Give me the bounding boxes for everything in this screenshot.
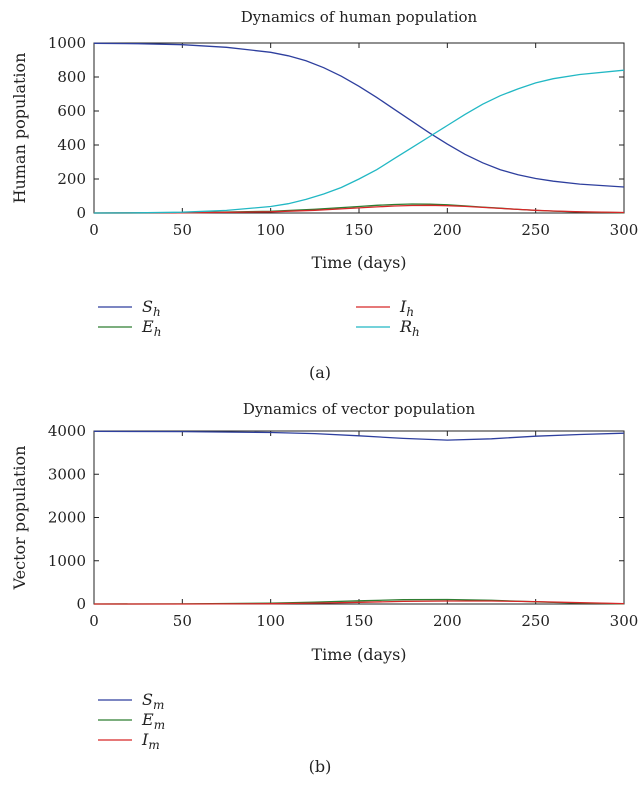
y-tick-label: 0: [76, 595, 86, 613]
y-tick-label: 3000: [48, 465, 86, 483]
y-tick-label: 2000: [48, 509, 86, 527]
legend-label: Em: [141, 710, 165, 732]
series-line-sh: [93, 42, 625, 188]
series-line-ih: [93, 204, 625, 214]
x-tick-label: 0: [89, 612, 99, 630]
y-axis-label: Vector population: [10, 446, 29, 591]
series-line-sm: [93, 430, 625, 441]
x-tick-label: 100: [256, 612, 285, 630]
legend-label: Im: [141, 730, 160, 752]
y-tick-label: 1000: [48, 552, 86, 570]
x-tick-label: 300: [610, 612, 638, 630]
legend-label: Sm: [142, 690, 164, 712]
legend-label: Rh: [399, 317, 420, 339]
x-tick-label: 250: [521, 612, 550, 630]
y-tick-label: 400: [57, 136, 86, 154]
y-axis-label: Human population: [10, 53, 29, 204]
y-tick-label: 800: [57, 68, 86, 86]
legend-label: Eh: [141, 317, 161, 339]
y-tick-label: 0: [76, 204, 86, 222]
x-tick-label: 300: [610, 221, 638, 239]
y-tick-label: 1000: [48, 34, 86, 52]
y-tick-label: 600: [57, 102, 86, 120]
plot-frame: [93, 430, 625, 605]
panel-label: (b): [309, 757, 332, 776]
chart-title: Dynamics of human population: [241, 8, 478, 26]
x-tick-label: 50: [173, 612, 192, 630]
x-axis-label: Time (days): [311, 253, 406, 272]
chart-panel-a: Dynamics of human population 0 50 100 150 200…: [10, 8, 638, 382]
series-line-rh: [93, 69, 625, 214]
x-tick-label: 100: [256, 221, 285, 239]
x-tick-label: 50: [173, 221, 192, 239]
series-line-im: [94, 600, 625, 605]
x-tick-label: 250: [521, 221, 550, 239]
legend-label: Ih: [399, 297, 414, 319]
plot-frame: [93, 42, 625, 214]
panel-label: (a): [309, 363, 331, 382]
legend-label: Sh: [142, 297, 161, 319]
x-tick-label: 150: [345, 221, 374, 239]
y-tick-label: 4000: [48, 422, 86, 440]
x-tick-label: 150: [345, 612, 374, 630]
x-axis-label: Time (days): [311, 645, 406, 664]
chart-title: Dynamics of vector population: [243, 400, 476, 418]
x-tick-label: 0: [89, 221, 99, 239]
chart-panel-b: Dynamics of vector population 0 50 100 150 20…: [10, 400, 638, 776]
x-tick-label: 200: [433, 612, 462, 630]
x-tick-label: 200: [433, 221, 462, 239]
y-tick-label: 200: [57, 170, 86, 188]
